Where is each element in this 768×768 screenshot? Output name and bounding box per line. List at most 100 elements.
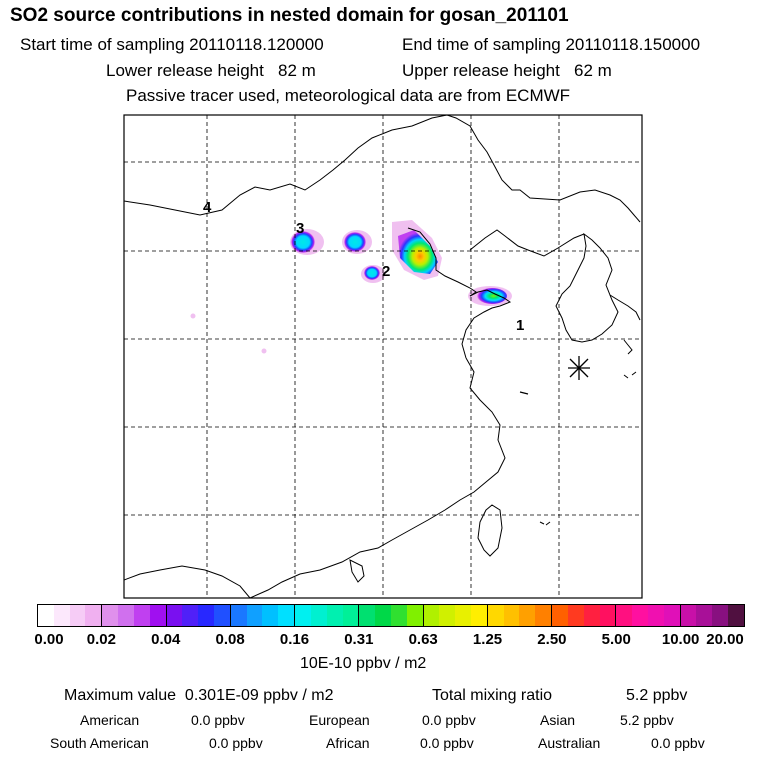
colorbar-tick-label: 0.02 <box>86 631 116 648</box>
region-name: African <box>326 735 370 751</box>
region-value: 0.0 ppbv <box>420 735 474 751</box>
colorbar-swatch <box>519 605 536 626</box>
colorbar-swatch <box>471 605 487 626</box>
colorbar-tick-label: 0.31 <box>344 631 374 648</box>
colorbar-swatch <box>648 605 664 626</box>
colorbar-swatch <box>295 605 311 626</box>
colorbar-segment <box>615 605 680 626</box>
colorbar-swatch <box>680 605 697 626</box>
region-name: American <box>80 712 140 728</box>
colorbar-swatch <box>182 605 199 626</box>
colorbar-swatch <box>118 605 134 626</box>
colorbar-unit-label: 10E-10 ppbv / m2 <box>300 655 427 672</box>
colorbar-swatch <box>406 605 423 626</box>
colorbar-tick-label: 0.00 <box>34 631 64 648</box>
plume-source-2 <box>361 265 385 283</box>
upper-release-height-label: Upper release height 62 m <box>402 61 612 80</box>
start-time-label: Start time of sampling 20110118.120000 <box>20 35 324 54</box>
plume-source-1 <box>468 286 512 306</box>
region-value: 5.2 ppbv <box>620 712 674 728</box>
colorbar-tick-label: 10.00 <box>661 631 700 648</box>
colorbar-swatch <box>423 605 440 626</box>
colorbar-swatch <box>69 605 86 626</box>
source-label-3: 3 <box>296 220 304 237</box>
colorbar-segment <box>101 605 166 626</box>
colorbar-swatch <box>359 605 376 626</box>
colorbar-tick-label: 0.63 <box>408 631 438 648</box>
colorbar-swatch <box>616 605 633 626</box>
source-label-4: 4 <box>203 199 212 216</box>
colorbar-swatch <box>375 605 391 626</box>
colorbar-segment <box>165 605 230 626</box>
colorbar-tick-label: 2.50 <box>537 631 567 648</box>
colorbar-swatch <box>326 605 343 626</box>
colorbar-swatch <box>599 605 616 626</box>
colorbar-swatch <box>278 605 295 626</box>
colorbar-swatch <box>310 605 327 626</box>
total-mixing-ratio-label: Total mixing ratio <box>432 687 553 704</box>
colorbar <box>37 604 745 627</box>
plume-source-3 <box>290 229 324 255</box>
colorbar-swatch <box>246 605 263 626</box>
end-time-label: End time of sampling 20110118.150000 <box>402 35 701 54</box>
colorbar-swatch <box>390 605 407 626</box>
colorbar-swatch <box>663 605 680 626</box>
region-value: 0.0 ppbv <box>422 712 476 728</box>
colorbar-tick-label: 0.16 <box>279 631 310 648</box>
region-name: Asian <box>540 712 576 728</box>
tracer-note: Passive tracer used, meteorological data… <box>126 86 571 105</box>
grid-lines <box>124 115 642 598</box>
total-mixing-ratio-value: 5.2 ppbv <box>626 687 688 704</box>
region-name: South American <box>50 735 149 751</box>
plume-mid <box>342 230 372 254</box>
colorbar-swatch <box>38 605 54 626</box>
colorbar-swatch <box>213 605 230 626</box>
colorbar-swatch <box>487 605 504 626</box>
region-name: Australian <box>538 735 601 751</box>
colorbar-swatch <box>696 605 713 626</box>
colorbar-swatch <box>455 605 472 626</box>
region-value: 0.0 ppbv <box>191 712 245 728</box>
colorbar-segment <box>358 605 423 626</box>
colorbar-swatch <box>728 605 744 626</box>
colorbar-swatch <box>166 605 183 626</box>
map-frame <box>123 114 643 599</box>
colorbar-swatch <box>133 605 150 626</box>
colorbar-swatch <box>439 605 456 626</box>
colorbar-segment <box>294 605 359 626</box>
colorbar-swatch <box>503 605 520 626</box>
receptor-asterisk-marker <box>568 356 590 380</box>
colorbar-swatch <box>85 605 102 626</box>
colorbar-swatch <box>583 605 600 626</box>
colorbar-swatch <box>53 605 70 626</box>
max-value-label: Maximum value 0.301E-09 ppbv / m2 <box>64 687 334 704</box>
lower-release-height-label: Lower release height 82 m <box>106 61 316 80</box>
colorbar-swatch <box>262 605 279 626</box>
colorbar-tick-label: 20.00 <box>706 631 744 648</box>
region-value: 0.0 ppbv <box>651 735 705 751</box>
colorbar-segment <box>38 605 102 626</box>
colorbar-segment <box>551 605 616 626</box>
colorbar-tick-label: 0.04 <box>151 631 181 648</box>
colorbar-segment <box>679 605 744 626</box>
region-value: 0.0 ppbv <box>209 735 263 751</box>
colorbar-swatch <box>342 605 359 626</box>
colorbar-swatch <box>102 605 119 626</box>
colorbar-swatch <box>567 605 584 626</box>
colorbar-swatch <box>198 605 214 626</box>
colorbar-swatch <box>230 605 247 626</box>
source-label-1: 1 <box>516 317 524 334</box>
colorbar-swatch <box>535 605 552 626</box>
colorbar-swatch <box>712 605 729 626</box>
colorbar-swatch <box>552 605 568 626</box>
colorbar-swatch <box>149 605 166 626</box>
region-name: European <box>309 712 370 728</box>
plume-max <box>392 220 442 280</box>
colorbar-tick-label: 0.08 <box>215 631 245 648</box>
colorbar-tick-label: 5.00 <box>601 631 631 648</box>
source-label-2: 2 <box>382 263 390 280</box>
coastlines <box>124 115 641 598</box>
colorbar-segment <box>229 605 295 626</box>
figure-title: SO2 source contributions in nested domai… <box>10 5 569 26</box>
